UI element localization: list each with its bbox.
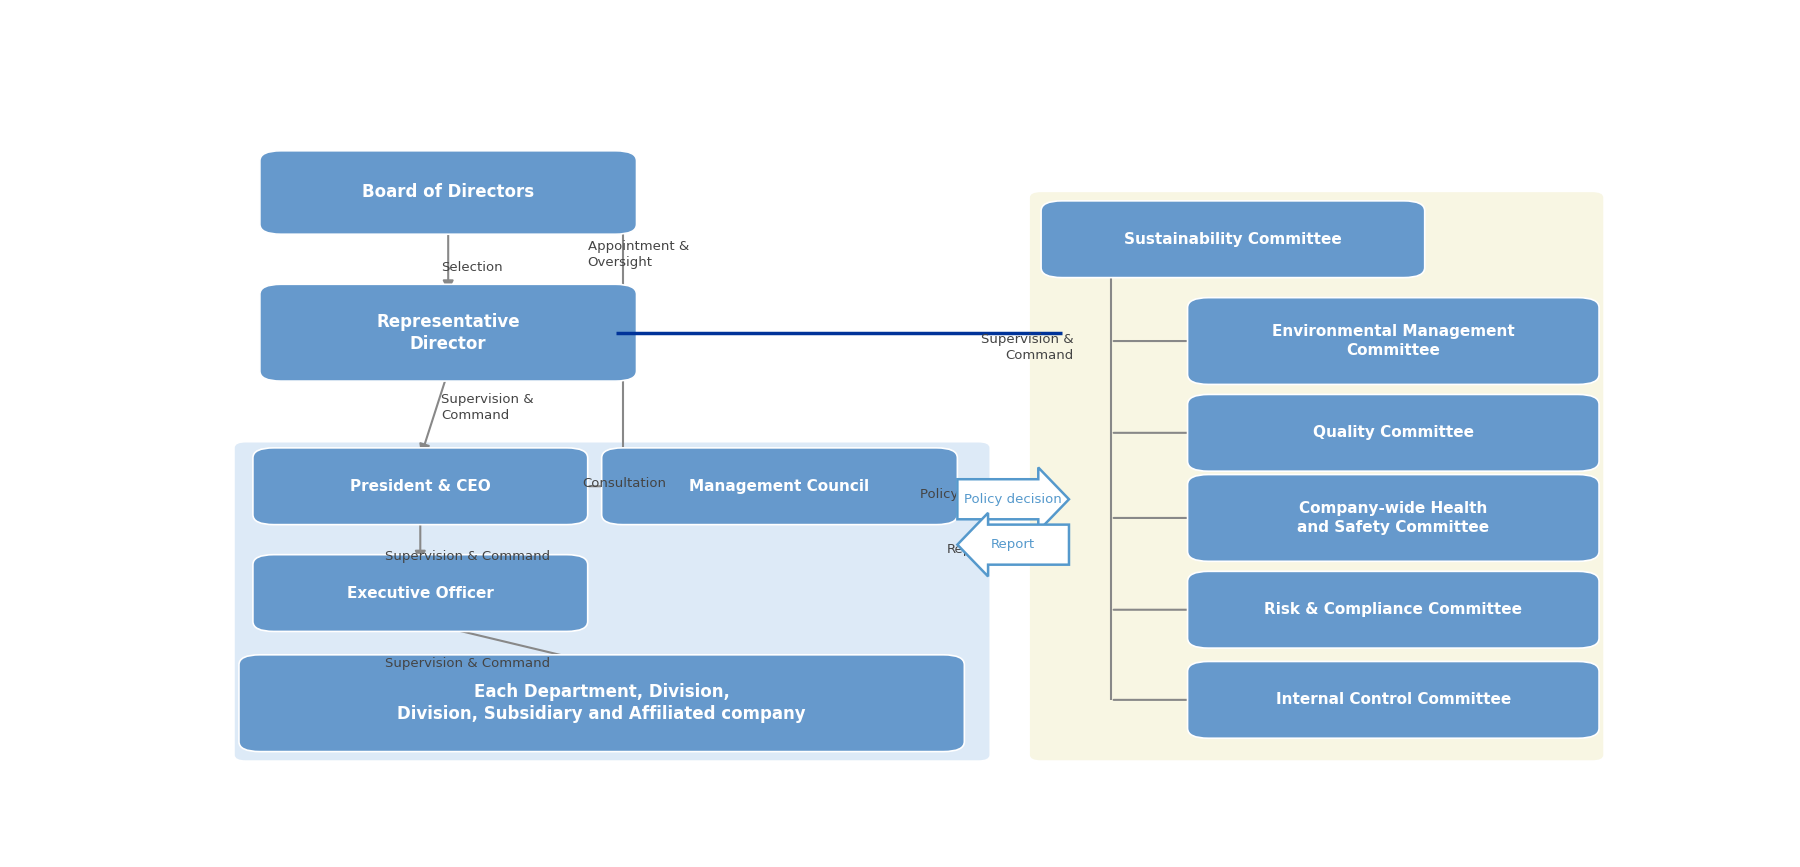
Text: Report: Report bbox=[947, 544, 990, 557]
FancyBboxPatch shape bbox=[1188, 474, 1598, 561]
Text: Internal Control Committee: Internal Control Committee bbox=[1276, 693, 1510, 707]
Polygon shape bbox=[958, 513, 1069, 577]
FancyBboxPatch shape bbox=[259, 284, 637, 381]
Text: Report: Report bbox=[992, 538, 1035, 551]
FancyBboxPatch shape bbox=[252, 555, 587, 631]
Polygon shape bbox=[958, 467, 1069, 531]
FancyBboxPatch shape bbox=[1040, 201, 1424, 277]
FancyBboxPatch shape bbox=[1188, 571, 1598, 649]
Text: Sustainability Committee: Sustainability Committee bbox=[1123, 231, 1341, 247]
Text: Supervision & Command: Supervision & Command bbox=[385, 551, 551, 564]
Text: Representative
Director: Representative Director bbox=[376, 313, 520, 353]
Text: Management Council: Management Council bbox=[689, 479, 869, 493]
Text: Supervision &
Command: Supervision & Command bbox=[441, 394, 535, 422]
FancyBboxPatch shape bbox=[601, 448, 958, 525]
Text: Consultation: Consultation bbox=[581, 477, 666, 490]
FancyBboxPatch shape bbox=[1188, 662, 1598, 739]
FancyBboxPatch shape bbox=[1030, 192, 1604, 760]
Text: Environmental Management
Committee: Environmental Management Committee bbox=[1273, 324, 1514, 358]
Text: Executive Officer: Executive Officer bbox=[347, 585, 493, 601]
Text: Each Department, Division,
Division, Subsidiary and Affiliated company: Each Department, Division, Division, Sub… bbox=[398, 683, 806, 723]
Text: President & CEO: President & CEO bbox=[349, 479, 491, 493]
FancyBboxPatch shape bbox=[1188, 297, 1598, 384]
FancyBboxPatch shape bbox=[234, 442, 990, 760]
Text: Policy decision: Policy decision bbox=[920, 488, 1017, 501]
Text: Supervision &
Command: Supervision & Command bbox=[981, 333, 1073, 362]
Text: Company-wide Health
and Safety Committee: Company-wide Health and Safety Committee bbox=[1298, 501, 1489, 535]
Text: Selection: Selection bbox=[441, 261, 502, 274]
FancyBboxPatch shape bbox=[259, 151, 637, 234]
FancyBboxPatch shape bbox=[239, 655, 965, 752]
Text: Board of Directors: Board of Directors bbox=[362, 184, 535, 201]
Text: Risk & Compliance Committee: Risk & Compliance Committee bbox=[1264, 603, 1523, 617]
Text: Supervision & Command: Supervision & Command bbox=[385, 657, 551, 670]
Text: Quality Committee: Quality Committee bbox=[1312, 426, 1474, 440]
FancyBboxPatch shape bbox=[1188, 394, 1598, 471]
Text: Policy decision: Policy decision bbox=[965, 492, 1062, 505]
Text: Appointment &
Oversight: Appointment & Oversight bbox=[587, 240, 689, 269]
FancyBboxPatch shape bbox=[252, 448, 587, 525]
